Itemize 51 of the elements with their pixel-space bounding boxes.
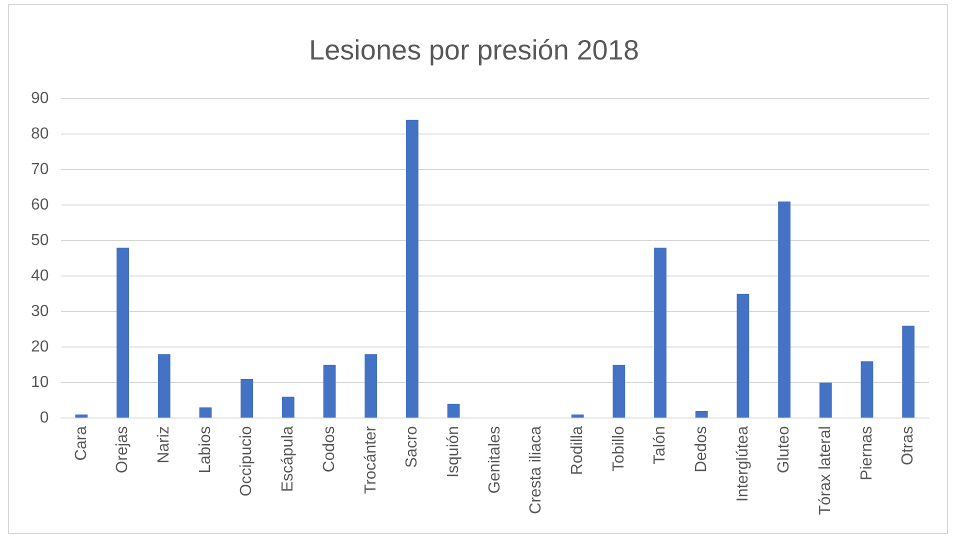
chart-title: Lesiones por presión 2018	[308, 34, 640, 66]
bar	[571, 414, 584, 418]
x-tick-label: Piernas	[858, 426, 876, 480]
bar	[819, 382, 832, 418]
y-tick-label: 90	[31, 90, 49, 108]
y-tick-label: 0	[40, 409, 49, 426]
x-tick-label: Sacro	[404, 426, 421, 468]
x-tick-label: Otras	[900, 426, 917, 466]
x-tick-label: Codos	[320, 426, 338, 472]
x-tick-label: Nariz	[156, 426, 173, 464]
x-tick-label: Occipucio	[238, 426, 256, 496]
y-tick-label: 20	[31, 338, 49, 356]
y-tick-label: 80	[31, 126, 49, 143]
bar	[778, 202, 790, 418]
x-tick-label: Isquión	[444, 426, 462, 478]
x-tick-label: Gluteo	[776, 426, 793, 474]
bar	[902, 326, 915, 418]
bar	[612, 364, 626, 418]
x-tick-label: Orejas	[114, 426, 132, 474]
y-tick-label: 10	[31, 374, 49, 391]
x-tick-label: Interglútea	[734, 426, 752, 502]
bar	[695, 410, 708, 418]
y-tick-label: 70	[31, 161, 49, 178]
bar	[447, 404, 460, 418]
y-tick-label: 40	[31, 267, 49, 284]
x-tick-label: Genitales	[486, 426, 504, 494]
bar	[860, 361, 874, 418]
x-tick-label: Rodilla	[568, 426, 586, 475]
x-tick-label: Dedos	[693, 426, 710, 472]
bar	[282, 396, 294, 418]
x-tick-label: Escápula	[280, 426, 297, 492]
bar	[406, 120, 418, 418]
bar	[323, 364, 336, 418]
bar	[158, 354, 170, 418]
y-tick-label: 30	[31, 302, 49, 320]
bar	[75, 414, 88, 418]
bar	[240, 379, 254, 418]
bar	[116, 248, 130, 418]
x-tick-label: Cara	[72, 426, 90, 461]
bar	[364, 354, 378, 418]
bar	[654, 248, 666, 418]
x-tick-label: Cresta iliaca	[528, 426, 545, 514]
x-tick-label: Labios	[196, 426, 214, 474]
x-tick-label: Tórax lateral	[817, 426, 834, 515]
x-tick-label: Trocánter	[362, 425, 380, 494]
y-tick-label: 60	[31, 196, 49, 214]
y-tick-label: 50	[31, 232, 49, 249]
bar	[736, 294, 750, 418]
x-tick-label: Tobillo	[610, 426, 628, 472]
x-tick-label: Talón	[652, 426, 669, 464]
bar	[199, 407, 212, 418]
